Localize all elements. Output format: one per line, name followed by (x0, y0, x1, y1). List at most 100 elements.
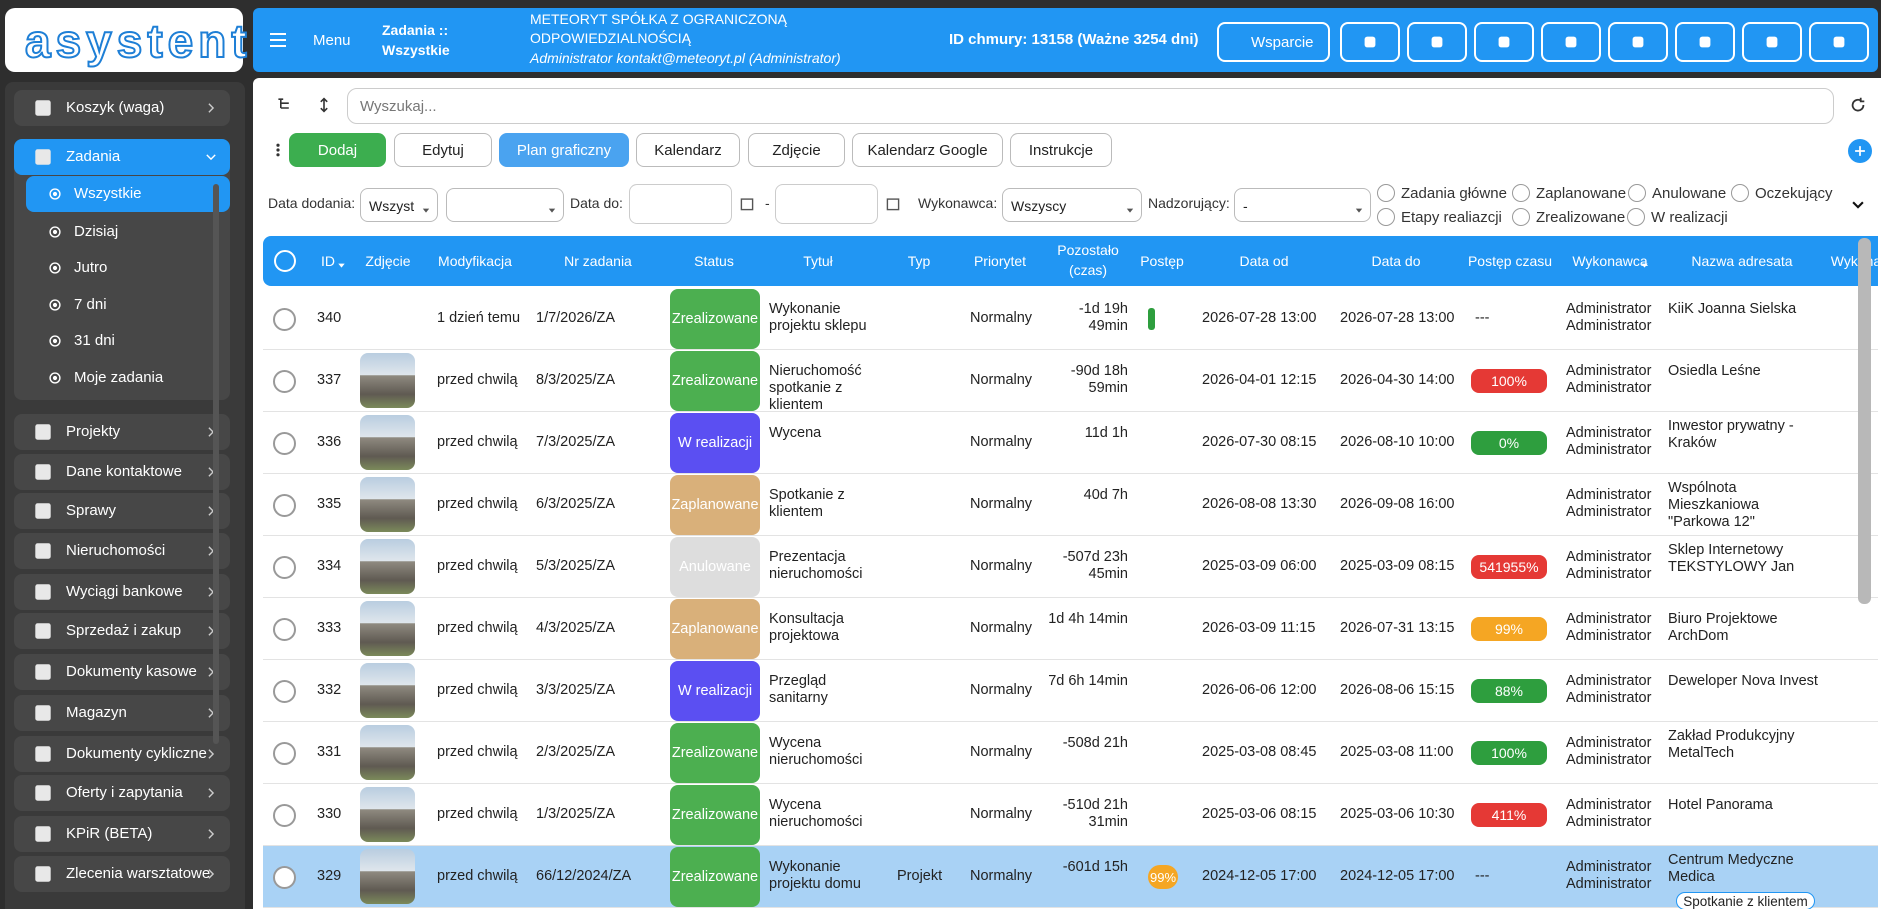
sidebar-item[interactable]: Dokumenty cykliczne (14, 736, 230, 772)
radio[interactable] (1377, 208, 1395, 226)
toolbar-button[interactable]: Plan graficzny (499, 133, 629, 167)
table-row[interactable]: 329 przed chwilą 66/12/2024/ZA Zrealizowane… (263, 846, 1878, 909)
header-icon-button[interactable] (1608, 22, 1668, 62)
sidebar-item[interactable]: Projekty (14, 414, 230, 450)
column-header[interactable]: ID (321, 253, 335, 269)
toolbar-button[interactable]: Zdjęcie (748, 133, 845, 167)
column-header[interactable]: Status (694, 253, 734, 269)
column-header[interactable]: Nazwa adresata (1691, 253, 1793, 269)
header-icon-button[interactable] (1474, 22, 1534, 62)
table-row[interactable]: 337 przed chwilą 8/3/2025/ZA Zrealizowane Ni… (263, 350, 1878, 413)
row-checkbox[interactable] (273, 618, 296, 641)
submenu-item[interactable]: Dzisiaj (26, 214, 230, 250)
column-header[interactable]: Tytuł (803, 253, 833, 269)
table-row[interactable]: 331 przed chwilą 2/3/2025/ZA Zrealizowane Wy… (263, 722, 1878, 784)
table-row[interactable]: 336 przed chwilą 7/3/2025/ZA W realizacji Wy… (263, 412, 1878, 474)
column-header[interactable]: Data od (1239, 253, 1289, 269)
header-icon-button[interactable] (1541, 22, 1601, 62)
sidebar-label: Koszyk (waga) (66, 99, 165, 116)
radio[interactable] (1628, 184, 1646, 202)
date-from: 2025-03-08 08:45 (1202, 744, 1317, 760)
submenu-item[interactable]: Wszystkie (26, 176, 230, 212)
row-checkbox[interactable] (273, 432, 296, 455)
icon (1498, 36, 1510, 48)
row-checkbox[interactable] (273, 308, 296, 331)
search-input[interactable]: Wyszukaj... (347, 88, 1834, 124)
sidebar-item[interactable]: Nieruchomości (14, 533, 230, 569)
select[interactable]: Wszyscy (1002, 188, 1142, 222)
sidebar-item[interactable]: Zadania (14, 139, 230, 175)
sidebar-item[interactable]: Sprzedaż i zakup (14, 613, 230, 649)
sidebar-item[interactable]: KPiR (BETA) (14, 816, 230, 852)
executor: Administrator Administrator (1566, 611, 1652, 644)
column-header[interactable]: Wykonawca (1572, 253, 1648, 269)
photo (360, 849, 415, 904)
header-icon-button[interactable] (1742, 22, 1802, 62)
row-checkbox[interactable] (273, 804, 296, 827)
chevron (204, 827, 218, 841)
sidebar-item[interactable]: Sprawy (14, 493, 230, 529)
radio[interactable] (1731, 184, 1749, 202)
row-checkbox[interactable] (273, 742, 296, 765)
select-all[interactable] (274, 250, 296, 272)
header-icon-button[interactable] (1407, 22, 1467, 62)
sidebar-item[interactable]: Wyciągi bankowe (14, 574, 230, 610)
table-row[interactable]: 332 przed chwilą 3/3/2025/ZA W realizacji Pr… (263, 660, 1878, 722)
table-row[interactable]: 334 przed chwilą 5/3/2025/ZA Anulowane Preze… (263, 536, 1878, 598)
toolbar-button[interactable]: Kalendarz (636, 133, 740, 167)
sidebar-item[interactable]: Zlecenia warsztatowe (14, 856, 230, 892)
sidebar-item[interactable]: Oferty i zapytania (14, 775, 230, 811)
title: Wykonanie projektu domu (769, 859, 861, 892)
submenu-item[interactable]: 31 dni (26, 323, 230, 359)
row-checkbox[interactable] (273, 866, 296, 889)
cloud-id[interactable]: ID chmury: 13158 (Ważne 3254 dni) (949, 31, 1199, 48)
table-row[interactable]: 335 przed chwilą 6/3/2025/ZA Zaplanowane Spo… (263, 474, 1878, 536)
table-row[interactable]: 340 1 dzień temu 1/7/2026/ZA Zrealizowane Wy… (263, 288, 1878, 350)
header-icon-button[interactable] (1340, 22, 1400, 62)
column-header[interactable]: Data do (1371, 253, 1421, 269)
sidebar-label: Dane kontaktowe (66, 463, 182, 480)
sidebar-item[interactable]: Magazyn (14, 695, 230, 731)
support-button[interactable]: Wsparcie (1217, 22, 1330, 62)
submenu-item[interactable]: Moje zadania (26, 360, 230, 396)
row-checkbox[interactable] (273, 494, 296, 517)
header-icon-button[interactable] (1809, 22, 1869, 62)
sidebar-item[interactable]: Koszyk (waga) (14, 90, 230, 126)
table-row[interactable]: 333 przed chwilą 4/3/2025/ZA Zaplanowane Kon… (263, 598, 1878, 660)
column-header[interactable]: Nr zadania (564, 253, 632, 269)
radio[interactable] (1512, 208, 1530, 226)
row-checkbox[interactable] (273, 556, 296, 579)
time-progress-badge: 100% (1471, 369, 1547, 393)
date-to: 2025-03-09 08:15 (1340, 558, 1455, 574)
column-header[interactable]: Priorytet (973, 253, 1027, 269)
select[interactable]: - (1234, 188, 1371, 222)
row-checkbox[interactable] (273, 680, 296, 703)
toolbar-button[interactable]: Instrukcje (1010, 133, 1112, 167)
refresh-icon (1849, 96, 1867, 114)
sidebar-label: Dokumenty cykliczne (66, 745, 207, 762)
column-header[interactable]: Postęp czasu (1467, 253, 1553, 269)
radio[interactable] (1627, 208, 1645, 226)
table-row[interactable]: 330 przed chwilą 1/3/2025/ZA Zrealizowane Wy… (263, 784, 1878, 846)
sidebar-item[interactable]: Dane kontaktowe (14, 454, 230, 490)
column-header[interactable]: Typ (907, 253, 931, 269)
select[interactable]: Wszyst (360, 188, 438, 222)
radio[interactable] (1377, 184, 1395, 202)
column-header[interactable]: Modyfikacja (438, 253, 512, 269)
toolbar-button[interactable]: Dodaj (289, 133, 386, 167)
date-input[interactable] (629, 184, 732, 224)
row-checkbox[interactable] (273, 370, 296, 393)
column-header[interactable]: Postęp (1140, 253, 1184, 269)
toolbar-button[interactable]: Edytuj (394, 133, 492, 167)
column-header[interactable]: Zdjęcie (365, 253, 411, 269)
submenu-item[interactable]: 7 dni (26, 287, 230, 323)
header-icon-button[interactable] (1675, 22, 1735, 62)
select[interactable] (446, 188, 564, 222)
sidebar-item[interactable]: Dokumenty kasowe (14, 654, 230, 690)
column-header[interactable]: Pozostało (czas) (1057, 242, 1119, 278)
submenu-item[interactable]: Jutro (26, 250, 230, 286)
toolbar-button[interactable]: Kalendarz Google (852, 133, 1003, 167)
date-input[interactable] (775, 184, 878, 224)
radio[interactable] (1512, 184, 1530, 202)
time-progress-label: 411% (1491, 807, 1527, 823)
